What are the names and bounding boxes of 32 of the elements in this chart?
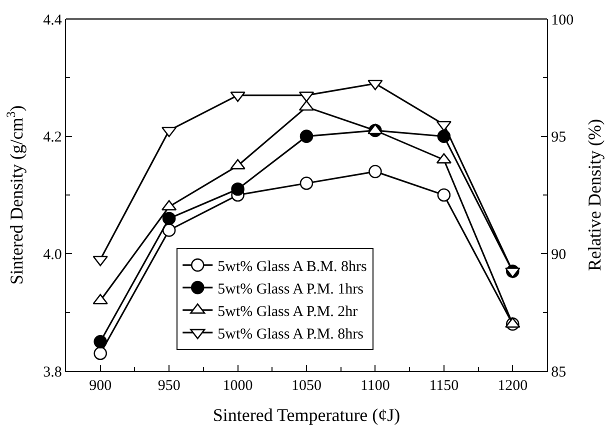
legend-label: 5wt% Glass A B.M. 8hrs	[218, 258, 367, 275]
y-tick-label: 3.8	[43, 364, 62, 380]
x-tick-label: 1150	[429, 378, 459, 394]
point	[94, 335, 108, 348]
legend-label: 5wt% Glass A P.M. 8hrs	[218, 326, 364, 342]
point	[368, 80, 383, 90]
x-tick-label: 900	[89, 378, 112, 394]
x-tick-label: 950	[158, 378, 180, 394]
point	[300, 176, 314, 190]
legend-label: 5wt% Glass A P.M. 2hr	[218, 304, 358, 320]
point	[162, 212, 176, 226]
y-tick-label: 4.4	[43, 12, 62, 28]
point	[505, 317, 520, 328]
y2-tick-label: 95	[551, 130, 566, 146]
x-tick-label: 1050	[292, 378, 322, 394]
x-tick-label: 1000	[222, 378, 253, 394]
y-tick-label: 4.2	[43, 130, 62, 146]
legend-label: 5wt% Glass A P.M. 1hrs	[218, 281, 364, 298]
x-tick-label: 1100	[360, 378, 390, 394]
y2-tick-label: 90	[551, 246, 566, 263]
point	[368, 164, 382, 178]
y2-axis-title: Relative Density (%)	[584, 119, 605, 271]
y2-tick-label: 85	[551, 364, 566, 380]
y2-tick-label: 100	[551, 12, 574, 28]
y-tick-label: 4.0	[43, 246, 62, 263]
point	[94, 346, 108, 360]
point	[300, 130, 314, 143]
point	[437, 188, 451, 202]
x-axis-title: Sintered Temperature (¢J)	[212, 405, 400, 426]
point	[231, 182, 244, 196]
x-tick-label: 1200	[498, 378, 528, 394]
point	[92, 294, 108, 304]
